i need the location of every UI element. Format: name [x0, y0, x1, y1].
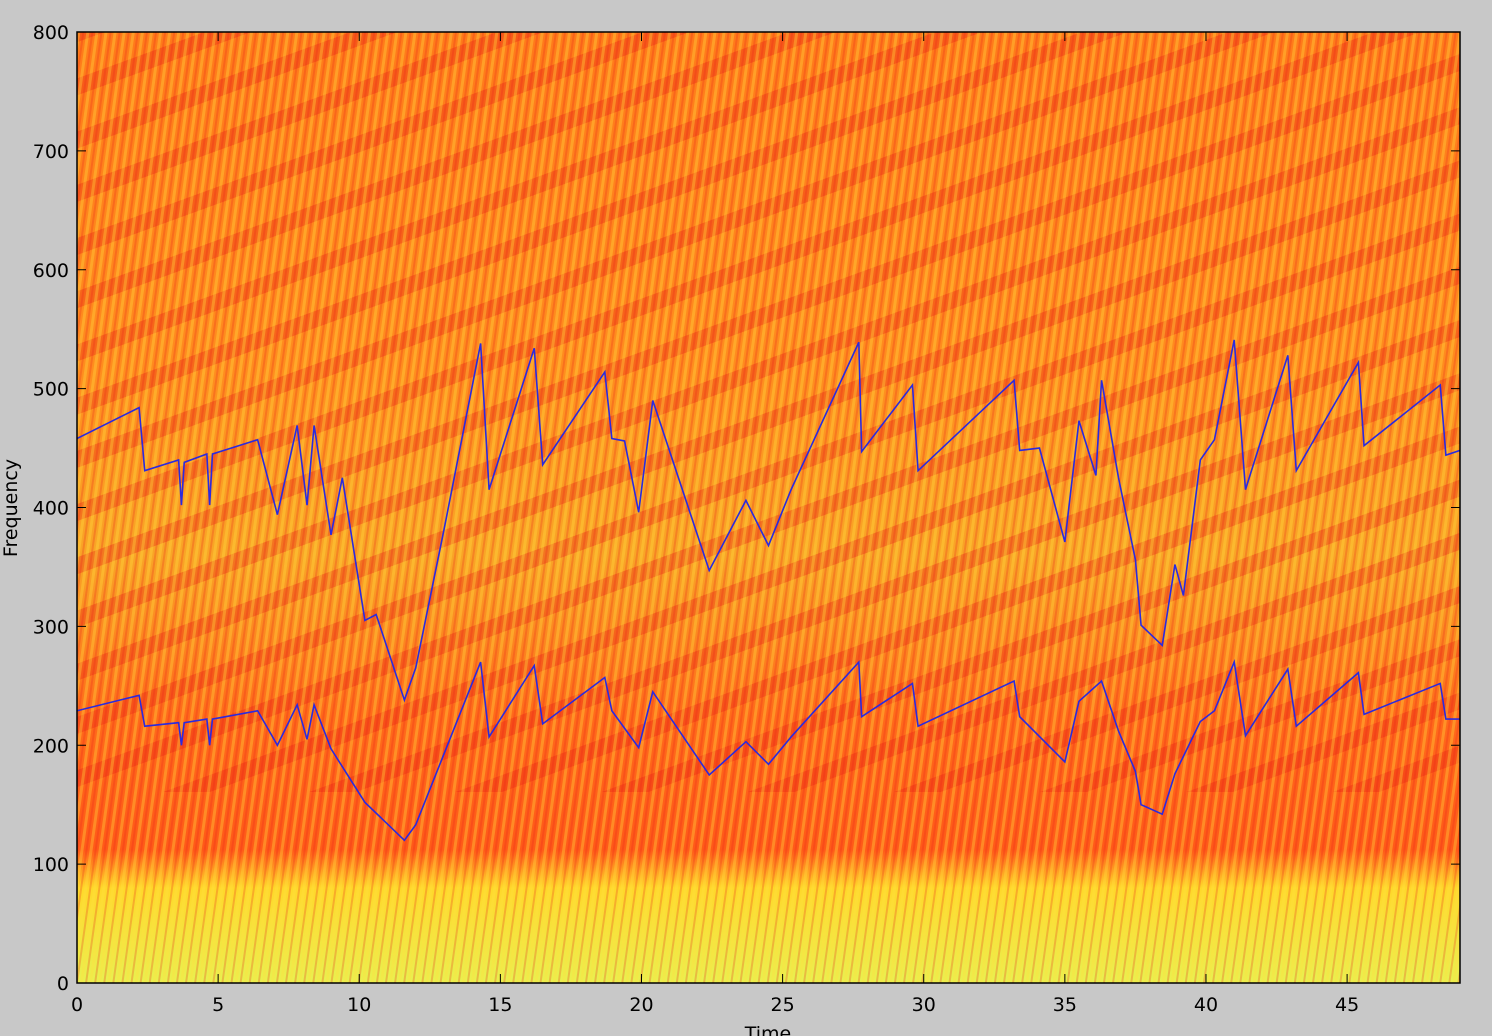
- y-tick-label: 500: [33, 379, 69, 401]
- y-tick-label: 800: [33, 22, 69, 44]
- y-axis-label: Frequency: [0, 459, 22, 557]
- x-axis-label: Time: [744, 1023, 792, 1036]
- y-tick-label: 700: [33, 141, 69, 163]
- x-tick-label: 15: [488, 994, 512, 1016]
- y-tick-label: 0: [57, 973, 69, 995]
- x-tick-label: 35: [1053, 994, 1077, 1016]
- pitch-line: [77, 339, 1460, 703]
- y-tick-label: 600: [33, 260, 69, 282]
- x-tick-label: 20: [629, 994, 653, 1016]
- x-tick-label: 10: [347, 994, 371, 1016]
- x-tick-label: 0: [71, 994, 83, 1016]
- x-tick-label: 5: [212, 994, 224, 1016]
- y-tick-label: 200: [33, 735, 69, 757]
- x-tick-label: 30: [912, 994, 936, 1016]
- spectrogram-texture: [77, 32, 1460, 983]
- x-tick-label: 40: [1194, 994, 1218, 1016]
- x-tick-label: 45: [1335, 994, 1359, 1016]
- x-tick-label: 25: [771, 994, 795, 1016]
- y-tick-label: 100: [33, 854, 69, 876]
- pitch-line: [77, 659, 1460, 842]
- y-tick-label: 300: [33, 616, 69, 638]
- y-tick-label: 400: [33, 498, 69, 520]
- plot-area: [77, 32, 1460, 983]
